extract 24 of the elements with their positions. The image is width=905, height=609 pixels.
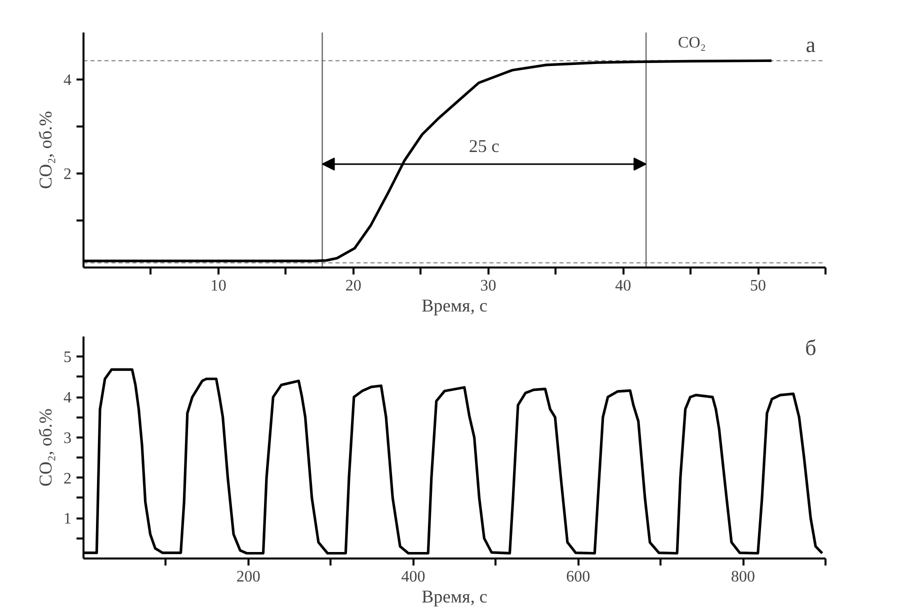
chart-title: б — [805, 335, 816, 360]
x-tick-label: 50 — [750, 278, 766, 294]
annotation: CO₂ — [678, 34, 706, 52]
x-tick-label: 800 — [731, 568, 756, 586]
x-tick-label: 400 — [401, 568, 426, 586]
y-tick-label: 2 — [64, 166, 72, 183]
chart-title: а — [806, 32, 816, 57]
x-tick-label: 10 — [210, 278, 226, 294]
y-tick-label: 1 — [64, 510, 72, 528]
y-tick-label: 5 — [64, 349, 72, 366]
x-tick-label: 200 — [236, 568, 260, 586]
x-axis-title: Время, с — [422, 296, 488, 316]
y-tick-label: 3 — [64, 430, 72, 447]
y-tick-label: 4 — [64, 390, 72, 407]
x-tick-label: 30 — [480, 278, 496, 294]
x-tick-label: 20 — [345, 278, 362, 294]
y-tick-label: 2 — [64, 470, 72, 488]
y-axis-title: CO₂, об.% — [36, 408, 56, 486]
y-tick-label: 4 — [64, 72, 72, 89]
y-axis-title: CO₂, об.% — [36, 111, 56, 189]
annotation: 25 с — [468, 136, 500, 156]
x-axis-title: Время, с — [422, 586, 488, 606]
x-tick-label: 40 — [615, 278, 632, 294]
x-tick-label: 600 — [566, 568, 590, 586]
